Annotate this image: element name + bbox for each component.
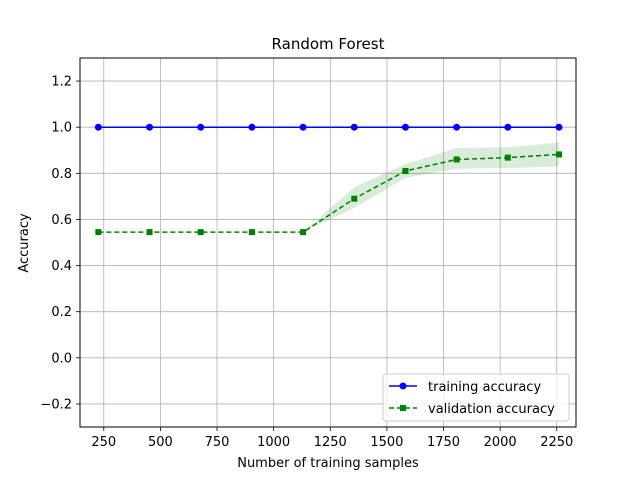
data-point-training <box>350 123 358 131</box>
x-tick-label: 1750 <box>427 435 460 450</box>
legend-marker-validation <box>400 405 406 411</box>
data-point-validation <box>248 229 255 236</box>
x-axis-title: Number of training samples <box>237 456 419 471</box>
data-point-validation <box>402 168 409 175</box>
legend: training accuracy validation accuracy <box>382 373 570 422</box>
legend-label-validation: validation accuracy <box>428 402 555 417</box>
data-point-training <box>299 123 307 131</box>
data-point-training <box>146 123 154 131</box>
x-tick-label: 2000 <box>484 435 517 450</box>
data-point-training <box>401 123 409 131</box>
x-tick-label: 1250 <box>314 435 347 450</box>
data-point-training <box>555 123 563 131</box>
legend-box <box>382 373 570 422</box>
y-tick-label: −0.2 <box>40 397 72 412</box>
y-tick-label: 1.0 <box>51 121 72 136</box>
x-tick-label: 500 <box>148 435 173 450</box>
data-point-validation <box>504 154 511 161</box>
x-tick-label: 1500 <box>370 435 403 450</box>
data-point-validation <box>146 229 153 236</box>
data-point-training <box>248 123 256 131</box>
data-point-validation <box>95 229 102 236</box>
x-tick-label: 2250 <box>540 435 573 450</box>
series-line-validation <box>98 153 560 233</box>
x-tick-label: 750 <box>205 435 230 450</box>
confidence-bands <box>98 142 560 233</box>
y-tick-label: 1.2 <box>51 75 72 90</box>
y-tick-label: 0.4 <box>51 259 72 274</box>
y-axis-title: Accuracy <box>17 213 32 273</box>
y-tick-label: 0.6 <box>51 213 72 228</box>
data-point-training <box>94 123 102 131</box>
chart-title: Random Forest <box>272 35 385 53</box>
plot-area-frame <box>79 57 577 428</box>
data-point-training <box>504 123 512 131</box>
series-lines <box>94 123 563 236</box>
band-validation <box>98 142 560 233</box>
y-tick-label: 0.2 <box>51 305 72 320</box>
data-point-validation <box>453 156 460 163</box>
ticks: 250 500 750 1000 1250 1500 1750 2000 2250 −0.2 0.0… <box>40 75 573 450</box>
data-point-validation <box>351 195 358 202</box>
y-tick-label: 0.0 <box>51 351 72 366</box>
data-point-validation <box>197 229 204 236</box>
data-point-validation <box>556 151 563 158</box>
data-point-training <box>197 123 205 131</box>
x-tick-label: 250 <box>91 435 116 450</box>
data-point-training <box>453 123 461 131</box>
data-point-validation <box>300 229 307 236</box>
x-tick-label: 1000 <box>257 435 290 450</box>
y-tick-label: 0.8 <box>51 167 72 182</box>
legend-label-training: training accuracy <box>428 380 541 395</box>
legend-marker-training <box>399 382 407 390</box>
